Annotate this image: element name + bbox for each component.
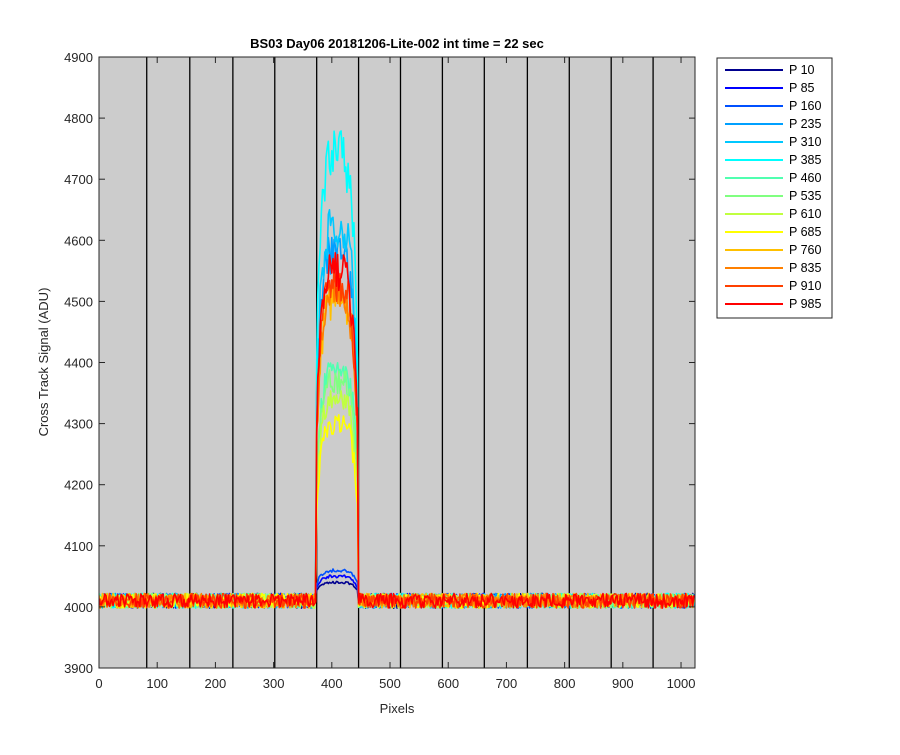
legend-label: P 310 (789, 135, 821, 149)
series-line-p-985 (99, 252, 695, 609)
x-tick-label: 600 (437, 676, 459, 691)
y-tick-label: 4000 (64, 600, 93, 615)
chart-title: BS03 Day06 20181206-Lite-002 int time = … (250, 36, 544, 51)
legend-label: P 385 (789, 153, 821, 167)
legend-label: P 535 (789, 189, 821, 203)
y-tick-label: 3900 (64, 661, 93, 676)
y-tick-label: 4800 (64, 111, 93, 126)
legend-label: P 910 (789, 279, 821, 293)
y-tick-label: 4700 (64, 172, 93, 187)
legend-label: P 685 (789, 225, 821, 239)
legend-label: P 10 (789, 63, 815, 77)
y-tick-label: 4400 (64, 356, 93, 371)
legend-label: P 835 (789, 261, 821, 275)
legend-label: P 760 (789, 243, 821, 257)
legend-label: P 235 (789, 117, 821, 131)
y-tick-label: 4600 (64, 233, 93, 248)
x-tick-label: 700 (496, 676, 518, 691)
legend-box (716, 57, 833, 319)
series-group (99, 130, 695, 609)
x-tick-label: 1000 (667, 676, 696, 691)
y-tick-label: 4900 (64, 50, 93, 65)
plot-background (99, 57, 695, 668)
x-tick-label: 0 (95, 676, 102, 691)
plot-area: 0 100 200 300 400 500 600 700 800 900 1000 3900 4000… (64, 50, 696, 691)
x-tick-label: 100 (146, 676, 168, 691)
x-tick-label: 900 (612, 676, 634, 691)
y-tick-label: 4300 (64, 417, 93, 432)
x-axis-label: Pixels (380, 701, 415, 716)
y-tick-label: 4100 (64, 539, 93, 554)
legend-label: P 610 (789, 207, 821, 221)
legend: P 10 P 85 P 160 P 235 P 310 P 385 P 460 P 535 P … (716, 57, 833, 319)
y-tick-label: 4200 (64, 478, 93, 493)
legend-label: P 460 (789, 171, 821, 185)
legend-label: P 85 (789, 81, 815, 95)
x-tick-label: 500 (379, 676, 401, 691)
legend-label: P 985 (789, 297, 821, 311)
legend-label: P 160 (789, 99, 821, 113)
x-tick-label: 800 (554, 676, 576, 691)
y-tick-label: 4500 (64, 294, 93, 309)
x-tick-label: 200 (205, 676, 227, 691)
x-tick-label: 300 (263, 676, 285, 691)
x-tick-label: 400 (321, 676, 343, 691)
y-axis-label: Cross Track Signal (ADU) (36, 288, 51, 437)
